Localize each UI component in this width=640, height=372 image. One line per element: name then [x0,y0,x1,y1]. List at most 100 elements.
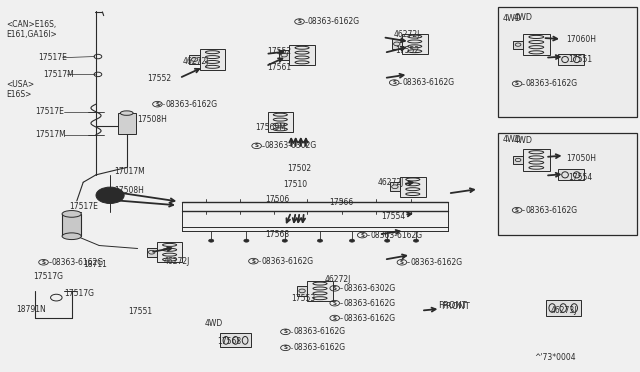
Text: S: S [392,80,396,85]
Text: 17552: 17552 [147,74,172,83]
Text: 46272J: 46272J [182,57,209,66]
Text: 08363-6162G: 08363-6162G [371,231,422,240]
Bar [118,113,136,134]
Bar [62,214,81,236]
Text: ^'73*0004: ^'73*0004 [534,353,576,362]
Text: 18711: 18711 [83,260,107,269]
Text: 17502: 17502 [287,164,311,173]
Text: 17517E: 17517E [38,53,67,62]
Text: S: S [42,260,45,265]
Text: S: S [400,260,404,265]
Bar [157,242,182,263]
Text: FRONT: FRONT [442,302,470,311]
Text: 46272J: 46272J [394,30,420,39]
Text: 08363-6302G: 08363-6302G [265,141,317,150]
Text: 4WD: 4WD [513,13,532,22]
Bar [147,248,157,257]
Text: 17517G: 17517G [64,289,94,298]
Bar [307,281,333,301]
Circle shape [96,187,124,203]
Text: S: S [252,259,255,264]
Circle shape [349,239,355,242]
Text: 17553: 17553 [291,294,316,303]
Text: 08363-6302G: 08363-6302G [343,284,396,293]
Text: S: S [284,345,287,350]
Text: 17517M: 17517M [35,130,66,139]
Text: 08363-6162G: 08363-6162G [525,79,577,88]
Text: 17551: 17551 [568,55,593,64]
Text: 17568: 17568 [218,337,242,346]
Text: 17517E: 17517E [69,202,98,211]
Circle shape [209,239,214,242]
Text: 4WD: 4WD [502,135,522,144]
Text: S: S [360,232,364,238]
Bar [523,149,550,171]
Text: 08363-6162G: 08363-6162G [343,314,395,323]
Text: 17510: 17510 [284,180,308,189]
Text: 17552: 17552 [396,46,420,55]
Text: 17517E: 17517E [35,107,64,116]
Text: 08363-6162G: 08363-6162G [52,258,104,267]
Text: 17060H: 17060H [566,35,596,44]
Bar [392,39,402,49]
Bar [558,169,584,180]
Text: S: S [284,329,287,334]
Bar [390,182,400,192]
Text: 17566: 17566 [330,198,354,207]
Bar [498,7,637,117]
Ellipse shape [120,111,133,115]
Text: 4WD: 4WD [205,319,223,328]
Text: S: S [515,208,519,213]
Text: 4WD: 4WD [513,136,532,145]
Text: 17569M: 17569M [255,123,285,132]
Text: 17568: 17568 [266,230,290,239]
Text: 17554: 17554 [568,173,593,182]
Text: 46272J: 46272J [378,178,404,187]
Bar [402,33,428,54]
Text: S: S [333,301,337,306]
Bar [523,34,550,55]
Text: 08363-6162G: 08363-6162G [410,258,462,267]
Circle shape [317,239,323,242]
Text: 08363-6162G: 08363-6162G [294,343,346,352]
Text: 17508H: 17508H [138,115,168,124]
Bar [400,177,426,197]
Text: FRONT: FRONT [438,301,467,310]
Bar [268,112,293,132]
Text: 18791N: 18791N [16,305,45,314]
Text: 08363-6162G: 08363-6162G [525,206,577,215]
Ellipse shape [62,211,81,217]
Text: 08363-6162G: 08363-6162G [343,299,395,308]
Text: 17506: 17506 [266,195,290,203]
Text: S: S [333,286,337,291]
Text: 4WD: 4WD [502,14,522,23]
Bar [545,300,581,316]
Bar [498,133,637,235]
Text: 17561: 17561 [268,63,292,72]
Text: S: S [515,81,519,86]
Text: 46272J: 46272J [163,257,189,266]
Text: 08363-6162G: 08363-6162G [262,257,314,266]
Text: 08363-6162G: 08363-6162G [403,78,454,87]
Text: <CAN>E16S,
E161,GA16I>: <CAN>E16S, E161,GA16I> [6,20,57,39]
Bar [289,45,315,65]
Text: S: S [156,102,159,107]
Bar [513,41,523,49]
Text: 46273J: 46273J [550,306,577,315]
Bar [297,286,307,295]
Circle shape [413,239,419,242]
Text: 08363-6162G: 08363-6162G [166,100,218,109]
Circle shape [244,239,249,242]
Circle shape [385,239,390,242]
Bar [200,49,225,70]
Ellipse shape [62,233,81,240]
Text: 46272J: 46272J [325,275,351,284]
Circle shape [282,239,287,242]
Text: 17517G: 17517G [33,272,63,280]
Text: 08363-6162G: 08363-6162G [308,17,360,26]
Text: 17017M: 17017M [114,167,145,176]
Bar [220,333,251,347]
Bar [558,54,584,65]
Text: S: S [255,143,259,148]
Text: S: S [333,315,337,321]
